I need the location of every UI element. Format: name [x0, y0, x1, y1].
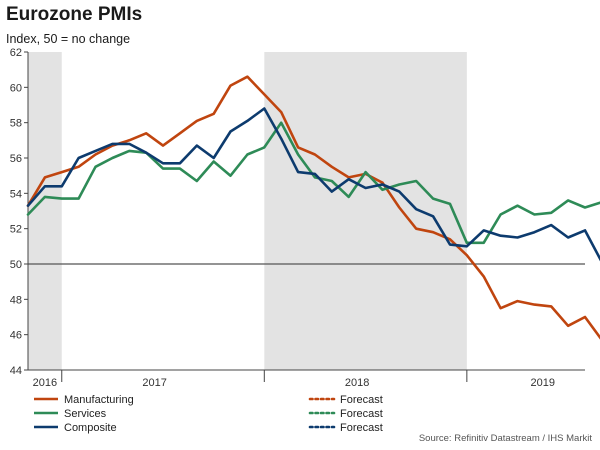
legend-label-composite: Composite [64, 422, 117, 434]
legend-label-manufacturing: Manufacturing [64, 394, 134, 406]
chart-subtitle: Index, 50 = no change [6, 32, 131, 46]
y-tick-label: 44 [10, 365, 22, 377]
source-note: Source: Refinitiv Datastream / IHS Marki… [418, 433, 592, 444]
series-line-composite [26, 107, 600, 262]
x-tick-label: 2019 [531, 377, 555, 389]
y-tick-label: 62 [10, 47, 22, 59]
y-tick-label: 60 [10, 82, 22, 94]
axes: 44 46 48 50 52 54 56 58 60 62 2016 2017 2018 2019 [10, 47, 585, 389]
series-lines [26, 75, 600, 340]
legend-forecast-label-composite: Forecast [340, 422, 383, 434]
y-tick-label: 52 [10, 224, 22, 236]
y-tick-label: 54 [10, 188, 22, 200]
y-tick-label: 48 [10, 294, 22, 306]
x-tick-label: 2016 [33, 377, 57, 389]
shaded-period-0 [28, 52, 62, 370]
legend-forecast-label-manufacturing: Forecast [340, 394, 383, 406]
y-tick-label: 50 [10, 259, 22, 271]
chart-title: Eurozone PMIs [6, 4, 143, 25]
y-tick-label: 56 [10, 153, 22, 165]
legend: Manufacturing Forecast Services Forecast Com… [34, 394, 383, 434]
legend-label-services: Services [64, 408, 107, 420]
y-tick-label: 46 [10, 330, 22, 342]
shaded-periods [28, 52, 467, 370]
series-line-manufacturing [26, 75, 600, 340]
y-tick-label: 58 [10, 118, 22, 130]
legend-forecast-label-services: Forecast [340, 408, 383, 420]
x-tick-label: 2017 [142, 377, 166, 389]
shaded-period-1 [264, 52, 467, 370]
series-line-services [26, 121, 600, 245]
x-tick-label: 2018 [345, 377, 369, 389]
